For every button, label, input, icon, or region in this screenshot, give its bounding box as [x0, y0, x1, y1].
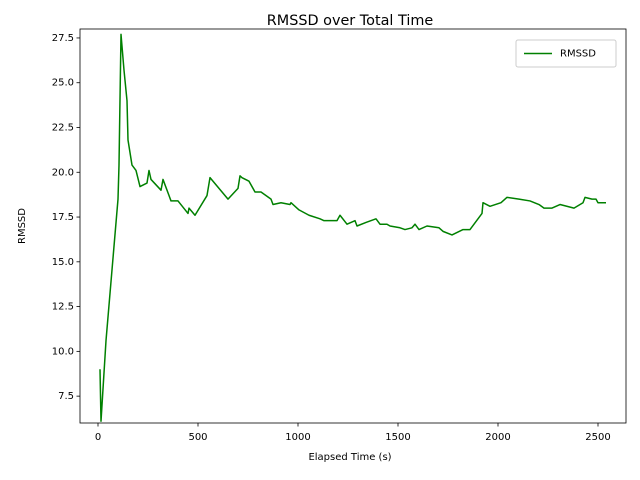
y-axis-label: RMSSD [17, 208, 28, 244]
y-tick-label: 10.0 [52, 346, 74, 357]
x-tick-label: 0 [95, 432, 101, 443]
legend-label: RMSSD [560, 49, 596, 60]
legend-box [515, 39, 617, 68]
y-tick-label: 17.5 [52, 212, 74, 223]
y-tick-label: 27.5 [52, 33, 74, 44]
data-line [99, 33, 606, 422]
chart-title: RMSSD over Total Time [267, 13, 434, 29]
y-tick-label: 12.5 [52, 302, 74, 313]
x-tick-label: 2500 [585, 432, 610, 443]
legend: RMSSD [515, 39, 617, 68]
x-tick-label: 2000 [485, 432, 510, 443]
y-tick-label: 15.0 [52, 257, 74, 268]
y-tick-label: 20.0 [52, 167, 74, 178]
x-tick-label: 1000 [285, 432, 310, 443]
axes-frame [79, 28, 627, 424]
y-tick-label: 25.0 [52, 78, 74, 89]
x-tick-label: 1500 [385, 432, 410, 443]
x-tick-label: 500 [188, 432, 207, 443]
x-axis-label: Elapsed Time (s) [308, 452, 391, 463]
y-tick-label: 7.5 [58, 391, 74, 402]
plot-area: 0 500 1000 1500 2000 2500 7.5 10.0 12.5 15.0 17.5 2… [52, 28, 627, 443]
y-tick-label: 22.5 [52, 123, 74, 134]
